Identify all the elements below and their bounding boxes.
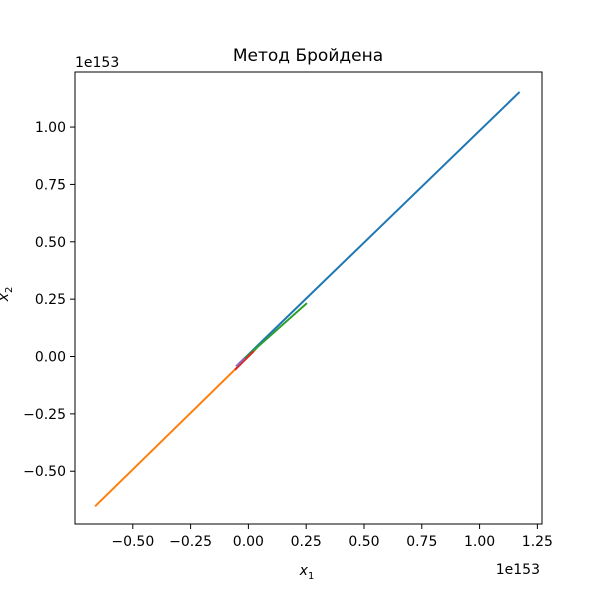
series-layer [94,91,521,508]
x-axis-label: x1 [299,563,315,582]
y-tick-label: 1.00 [35,120,66,136]
x-tick-label: −0.25 [169,534,212,550]
series-line-4 [234,350,255,371]
y-tick-label: −0.50 [23,464,66,480]
series-line-5 [235,357,246,368]
y-axis-label: x2 [0,287,15,303]
x-offset-text: 1e153 [496,562,540,578]
y-offset-text: 1e153 [75,55,119,71]
x-tick-label: 1.25 [522,534,553,550]
x-axis-ticks: −0.50 −0.25 0.00 0.25 0.50 0.75 1.00 1.25 [111,524,553,550]
plot-area [94,91,521,508]
chart-title: Метод Бройдена [233,46,383,66]
y-axis-label-subscript: 2 [4,287,15,293]
x-tick-label: 1.00 [464,534,495,550]
x-tick-label: 0.75 [406,534,437,550]
y-axis-ticks: −0.50 −0.25 0.00 0.25 0.50 0.75 1.00 [23,120,75,480]
y-tick-label: 0.50 [35,235,66,251]
x-tick-label: −0.50 [111,534,154,550]
x-tick-label: 0.50 [348,534,379,550]
x-tick-label: 0.25 [291,534,322,550]
y-tick-label: 0.00 [35,350,66,366]
series-line-2 [94,348,257,508]
y-axis-label-var: x [0,292,12,302]
x-axis-label-subscript: 1 [308,571,314,582]
x-tick-label: 0.00 [233,534,264,550]
y-tick-label: 0.75 [35,177,66,193]
x-axis-label-var: x [299,563,309,579]
plot-frame [74,71,543,525]
series-line-1 [235,91,521,368]
y-tick-label: 0.25 [35,292,66,308]
y-tick-label: −0.25 [23,407,66,423]
